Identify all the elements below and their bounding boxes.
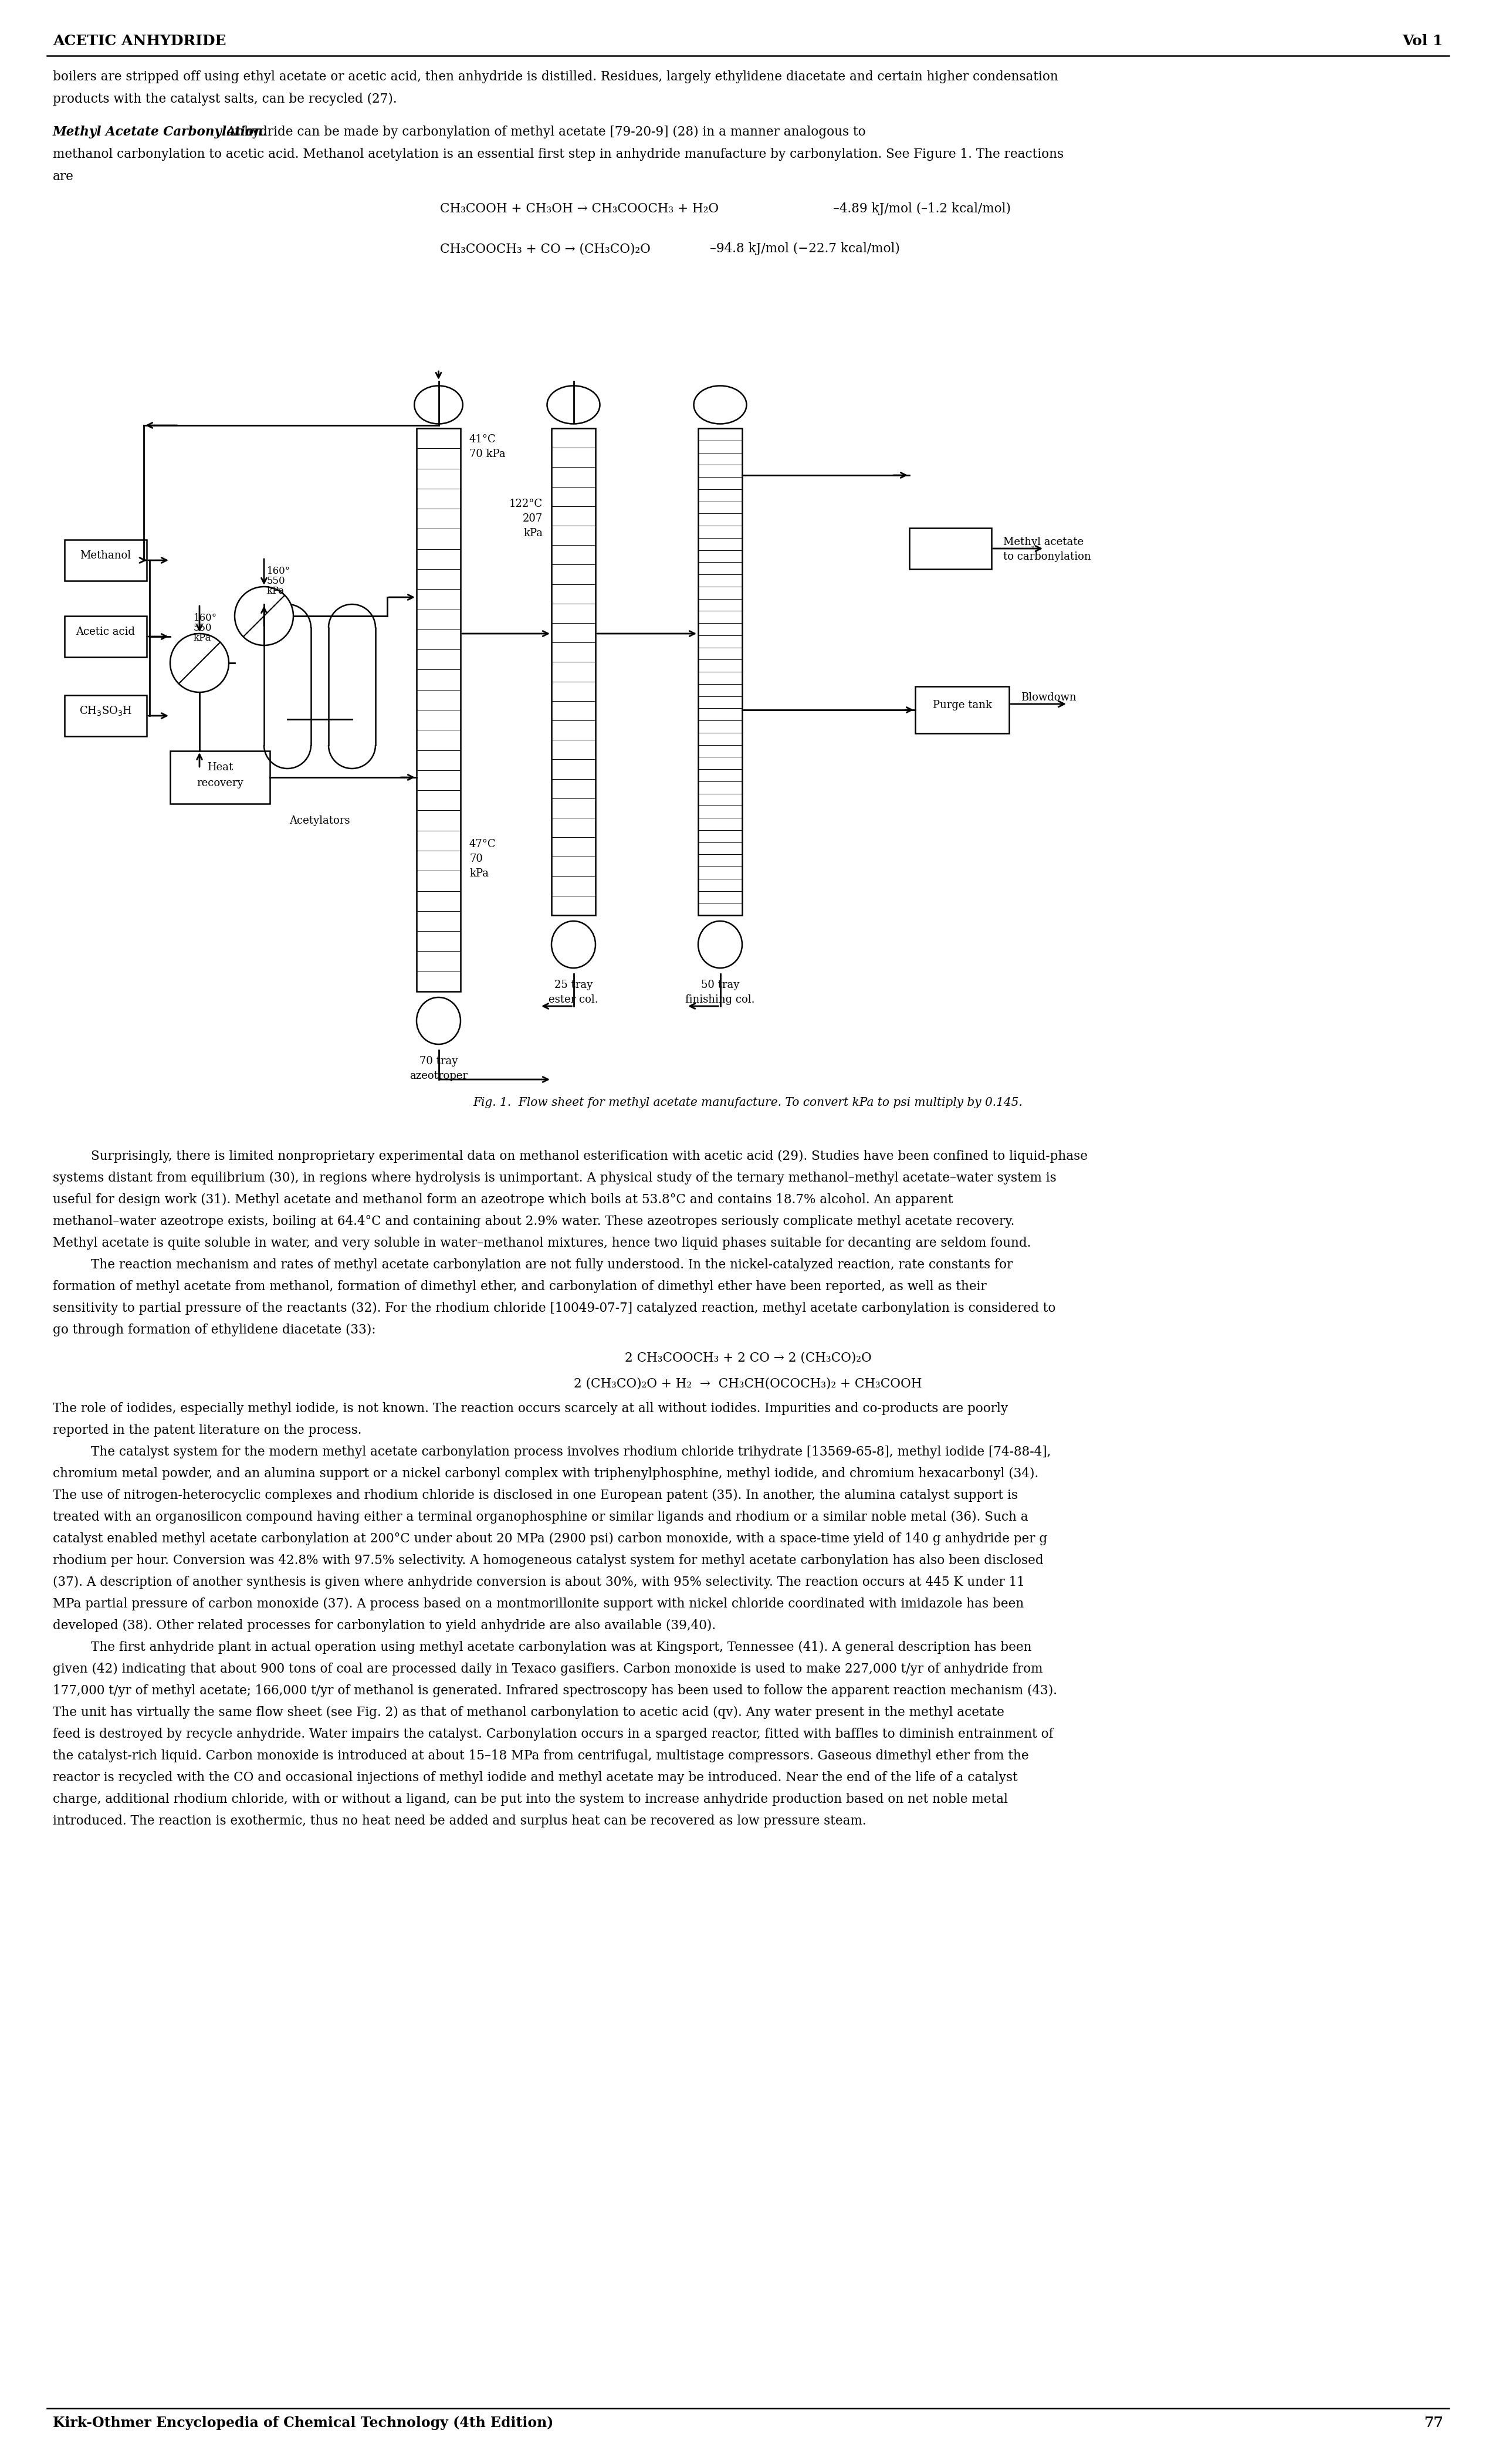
Text: given (42) indicating that about 900 tons of coal are processed daily in Texaco : given (42) indicating that about 900 ton… bbox=[52, 1663, 1043, 1676]
Text: –94.8 kJ/mol (−22.7 kcal/mol): –94.8 kJ/mol (−22.7 kcal/mol) bbox=[711, 241, 901, 256]
Bar bbox=[64, 540, 147, 582]
Text: methanol–water azeotrope exists, boiling at 64.4°C and containing about 2.9% wat: methanol–water azeotrope exists, boiling… bbox=[52, 1215, 1014, 1227]
Text: 160°: 160° bbox=[193, 614, 217, 623]
Text: The first anhydride plant in actual operation using methyl acetate carbonylation: The first anhydride plant in actual oper… bbox=[91, 1641, 1032, 1653]
Text: systems distant from equilibrium (30), in regions where hydrolysis is unimportan: systems distant from equilibrium (30), i… bbox=[52, 1170, 1056, 1185]
Text: MPa partial pressure of carbon monoxide (37). A process based on a montmorilloni: MPa partial pressure of carbon monoxide … bbox=[52, 1597, 1023, 1611]
Text: Methyl Acetate Carbonylation.: Methyl Acetate Carbonylation. bbox=[52, 126, 268, 138]
Text: Methyl acetate is quite soluble in water, and very soluble in water–methanol mix: Methyl acetate is quite soluble in water… bbox=[52, 1237, 1031, 1249]
Text: Heat: Heat bbox=[206, 761, 233, 774]
Text: CH$_3$SO$_3$H: CH$_3$SO$_3$H bbox=[79, 705, 132, 717]
Bar bbox=[416, 429, 461, 991]
Text: The catalyst system for the modern methyl acetate carbonylation process involves: The catalyst system for the modern methy… bbox=[91, 1446, 1050, 1459]
Text: Anhydride can be made by carbonylation of methyl acetate [79-20-9] (28) in a man: Anhydride can be made by carbonylation o… bbox=[214, 126, 865, 138]
Text: 122°C: 122°C bbox=[509, 498, 543, 510]
Text: are: are bbox=[52, 170, 73, 182]
Ellipse shape bbox=[416, 998, 461, 1045]
Text: The role of iodides, especially methyl iodide, is not known. The reaction occurs: The role of iodides, especially methyl i… bbox=[52, 1402, 1008, 1414]
Text: developed (38). Other related processes for carbonylation to yield anhydride are: developed (38). Other related processes … bbox=[52, 1619, 715, 1631]
Text: methanol carbonylation to acetic acid. Methanol acetylation is an essential firs: methanol carbonylation to acetic acid. M… bbox=[52, 148, 1064, 160]
Text: kPa: kPa bbox=[266, 586, 284, 596]
Text: catalyst enabled methyl acetate carbonylation at 200°C under about 20 MPa (2900 : catalyst enabled methyl acetate carbonyl… bbox=[52, 1533, 1047, 1545]
Text: 70 kPa: 70 kPa bbox=[470, 448, 506, 458]
Text: kPa: kPa bbox=[193, 633, 211, 643]
Text: finishing col.: finishing col. bbox=[685, 995, 755, 1005]
Bar bbox=[552, 429, 595, 914]
Text: sensitivity to partial pressure of the reactants (32). For the rhodium chloride : sensitivity to partial pressure of the r… bbox=[52, 1301, 1056, 1316]
Text: 70 tray: 70 tray bbox=[419, 1057, 458, 1067]
Text: –4.89 kJ/mol (–1.2 kcal/mol): –4.89 kJ/mol (–1.2 kcal/mol) bbox=[833, 202, 1011, 214]
Text: The reaction mechanism and rates of methyl acetate carbonylation are not fully u: The reaction mechanism and rates of meth… bbox=[91, 1259, 1013, 1271]
Ellipse shape bbox=[699, 922, 742, 968]
Text: 550: 550 bbox=[193, 623, 212, 633]
Bar bbox=[64, 695, 147, 737]
Ellipse shape bbox=[552, 922, 595, 968]
Text: Fig. 1.  Flow sheet for methyl acetate manufacture. To convert kPa to psi multip: Fig. 1. Flow sheet for methyl acetate ma… bbox=[473, 1096, 1023, 1109]
Bar bbox=[916, 687, 1010, 734]
Text: Kirk-Othmer Encyclopedia of Chemical Technology (4th Edition): Kirk-Othmer Encyclopedia of Chemical Tec… bbox=[52, 2415, 554, 2430]
Text: The use of nitrogen-heterocyclic complexes and rhodium chloride is disclosed in : The use of nitrogen-heterocyclic complex… bbox=[52, 1488, 1017, 1503]
Text: products with the catalyst salts, can be recycled (27).: products with the catalyst salts, can be… bbox=[52, 94, 396, 106]
Text: Acetic acid: Acetic acid bbox=[76, 626, 135, 638]
Text: The unit has virtually the same flow sheet (see Fig. 2) as that of methanol carb: The unit has virtually the same flow she… bbox=[52, 1705, 1004, 1720]
Text: Methyl acetate: Methyl acetate bbox=[1004, 537, 1083, 547]
Text: 160°: 160° bbox=[266, 567, 290, 577]
Text: go through formation of ethylidene diacetate (33):: go through formation of ethylidene diace… bbox=[52, 1323, 375, 1335]
Text: introduced. The reaction is exothermic, thus no heat need be added and surplus h: introduced. The reaction is exothermic, … bbox=[52, 1814, 866, 1828]
Text: rhodium per hour. Conversion was 42.8% with 97.5% selectivity. A homogeneous cat: rhodium per hour. Conversion was 42.8% w… bbox=[52, 1555, 1044, 1567]
Text: Acetylators: Acetylators bbox=[289, 816, 350, 825]
Bar bbox=[171, 752, 269, 803]
Text: 177,000 t/yr of methyl acetate; 166,000 t/yr of methanol is generated. Infrared : 177,000 t/yr of methyl acetate; 166,000 … bbox=[52, 1685, 1058, 1698]
Text: 550: 550 bbox=[266, 577, 286, 586]
Text: (37). A description of another synthesis is given where anhydride conversion is : (37). A description of another synthesis… bbox=[52, 1577, 1025, 1589]
Text: Purge tank: Purge tank bbox=[932, 700, 992, 710]
Text: 41°C: 41°C bbox=[470, 434, 497, 444]
Circle shape bbox=[235, 586, 293, 646]
Bar bbox=[64, 616, 147, 658]
Text: 50 tray: 50 tray bbox=[702, 981, 739, 991]
Text: Vol 1: Vol 1 bbox=[1403, 34, 1444, 49]
Ellipse shape bbox=[414, 387, 462, 424]
Text: reactor is recycled with the CO and occasional injections of methyl iodide and m: reactor is recycled with the CO and occa… bbox=[52, 1772, 1017, 1784]
Text: CH₃COOCH₃ + CO → (CH₃CO)₂O: CH₃COOCH₃ + CO → (CH₃CO)₂O bbox=[440, 241, 651, 256]
Text: Blowdown: Blowdown bbox=[1020, 692, 1076, 702]
Text: 2 (CH₃CO)₂O + H₂  →  CH₃CH(OCOCH₃)₂ + CH₃COOH: 2 (CH₃CO)₂O + H₂ → CH₃CH(OCOCH₃)₂ + CH₃C… bbox=[574, 1377, 922, 1390]
Text: charge, additional rhodium chloride, with or without a ligand, can be put into t: charge, additional rhodium chloride, wit… bbox=[52, 1794, 1008, 1806]
Text: 47°C: 47°C bbox=[470, 838, 497, 850]
Text: chromium metal powder, and an alumina support or a nickel carbonyl complex with : chromium metal powder, and an alumina su… bbox=[52, 1466, 1038, 1481]
Text: 207: 207 bbox=[522, 513, 543, 525]
Text: Surprisingly, there is limited nonproprietary experimental data on methanol este: Surprisingly, there is limited nonpropri… bbox=[91, 1151, 1088, 1163]
Bar bbox=[910, 527, 992, 569]
Ellipse shape bbox=[694, 387, 747, 424]
Text: useful for design work (31). Methyl acetate and methanol form an azeotrope which: useful for design work (31). Methyl acet… bbox=[52, 1193, 953, 1207]
Text: treated with an organosilicon compound having either a terminal organophosphine : treated with an organosilicon compound h… bbox=[52, 1510, 1028, 1523]
Text: kPa: kPa bbox=[470, 867, 489, 880]
Text: boilers are stripped off using ethyl acetate or acetic acid, then anhydride is d: boilers are stripped off using ethyl ace… bbox=[52, 71, 1058, 84]
Text: 77: 77 bbox=[1424, 2415, 1444, 2430]
Text: formation of methyl acetate from methanol, formation of dimethyl ether, and carb: formation of methyl acetate from methano… bbox=[52, 1281, 987, 1294]
Text: ACETIC ANHYDRIDE: ACETIC ANHYDRIDE bbox=[52, 34, 226, 49]
Bar bbox=[699, 429, 742, 914]
Text: azeotroper: azeotroper bbox=[410, 1072, 468, 1082]
Ellipse shape bbox=[548, 387, 600, 424]
Text: CH₃COOH + CH₃OH → CH₃COOCH₃ + H₂O: CH₃COOH + CH₃OH → CH₃COOCH₃ + H₂O bbox=[440, 202, 718, 214]
Text: 70: 70 bbox=[470, 853, 483, 865]
Text: recovery: recovery bbox=[196, 779, 244, 788]
Text: feed is destroyed by recycle anhydride. Water impairs the catalyst. Carbonylatio: feed is destroyed by recycle anhydride. … bbox=[52, 1727, 1053, 1740]
Text: kPa: kPa bbox=[524, 527, 543, 540]
Text: 2 CH₃COOCH₃ + 2 CO → 2 (CH₃CO)₂O: 2 CH₃COOCH₃ + 2 CO → 2 (CH₃CO)₂O bbox=[625, 1350, 871, 1365]
Text: Methanol: Methanol bbox=[81, 549, 132, 562]
Text: 25 tray: 25 tray bbox=[555, 981, 592, 991]
Circle shape bbox=[171, 633, 229, 692]
Text: ester col.: ester col. bbox=[549, 995, 598, 1005]
Text: to carbonylation: to carbonylation bbox=[1004, 552, 1091, 562]
Text: the catalyst-rich liquid. Carbon monoxide is introduced at about 15–18 MPa from : the catalyst-rich liquid. Carbon monoxid… bbox=[52, 1749, 1029, 1762]
Text: reported in the patent literature on the process.: reported in the patent literature on the… bbox=[52, 1424, 362, 1437]
